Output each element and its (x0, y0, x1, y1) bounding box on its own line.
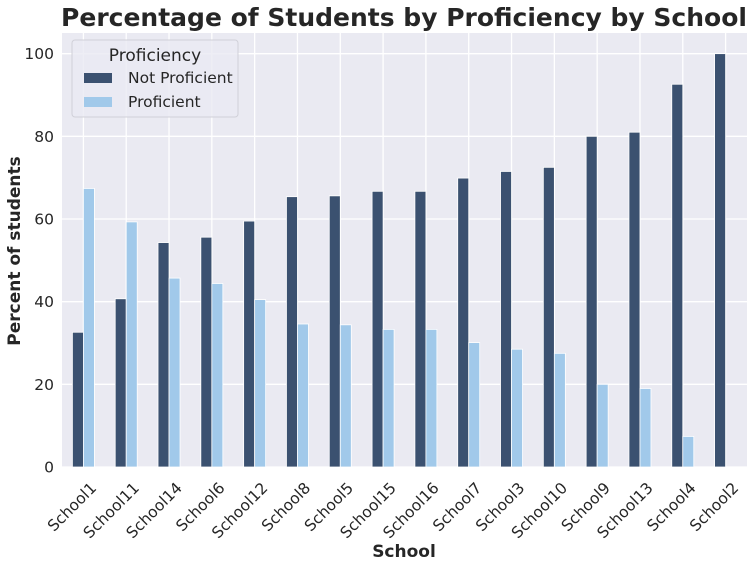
bar-not-proficient (157, 242, 170, 468)
y-tick-label: 100 (24, 45, 54, 63)
bar-proficient (125, 221, 138, 468)
bar-not-proficient (671, 83, 684, 468)
y-tick-label: 20 (34, 376, 54, 394)
bar-proficient (211, 283, 224, 468)
bar-proficient (254, 299, 267, 468)
bar-not-proficient (500, 171, 512, 468)
legend-label: Proficient (128, 93, 201, 111)
y-axis-ticks: 0 20 40 60 80 100 (24, 45, 54, 476)
bar-proficient (382, 328, 395, 468)
bar-proficient (339, 324, 352, 468)
bar-not-proficient (542, 166, 555, 468)
bar-not-proficient (714, 53, 726, 468)
bar-not-proficient (628, 131, 641, 468)
chart-title: Percentage of Students by Proficiency by… (61, 3, 747, 32)
legend: Proficiency Not Proficient Proficient (71, 39, 239, 118)
x-axis-label: School (372, 542, 436, 562)
y-tick-label: 40 (34, 293, 54, 311)
legend-swatch (84, 97, 112, 107)
bar-proficient (511, 348, 523, 468)
bar-not-proficient (414, 190, 427, 468)
bar-not-proficient (328, 195, 341, 468)
bar-proficient (168, 277, 181, 468)
bar-not-proficient (200, 236, 213, 468)
legend-title: Proficiency (109, 46, 201, 66)
y-tick-label: 80 (34, 128, 54, 146)
bar-proficient (297, 323, 309, 468)
bar-proficient (682, 436, 695, 468)
bars (72, 53, 726, 468)
bar-not-proficient (585, 135, 598, 468)
bar-proficient (468, 342, 481, 468)
bar-proficient (425, 328, 438, 468)
bar-proficient (639, 388, 652, 468)
bar-not-proficient (72, 331, 84, 468)
bar-not-proficient (114, 298, 127, 468)
bar-proficient (553, 352, 566, 468)
legend-label: Not Proficient (128, 69, 233, 87)
bar-not-proficient (243, 220, 256, 468)
bar-not-proficient (371, 190, 384, 468)
y-tick-label: 0 (44, 459, 54, 477)
legend-swatch (84, 73, 112, 83)
y-axis-label: Percent of students (5, 156, 25, 346)
bar-not-proficient (457, 177, 470, 468)
bar-proficient (596, 383, 609, 468)
y-tick-label: 60 (34, 211, 54, 229)
bar-proficient (83, 188, 95, 468)
bar-not-proficient (286, 196, 298, 468)
x-axis-ticks: School1School11School14School6School12Sc… (44, 479, 742, 542)
legend-box (71, 39, 239, 118)
